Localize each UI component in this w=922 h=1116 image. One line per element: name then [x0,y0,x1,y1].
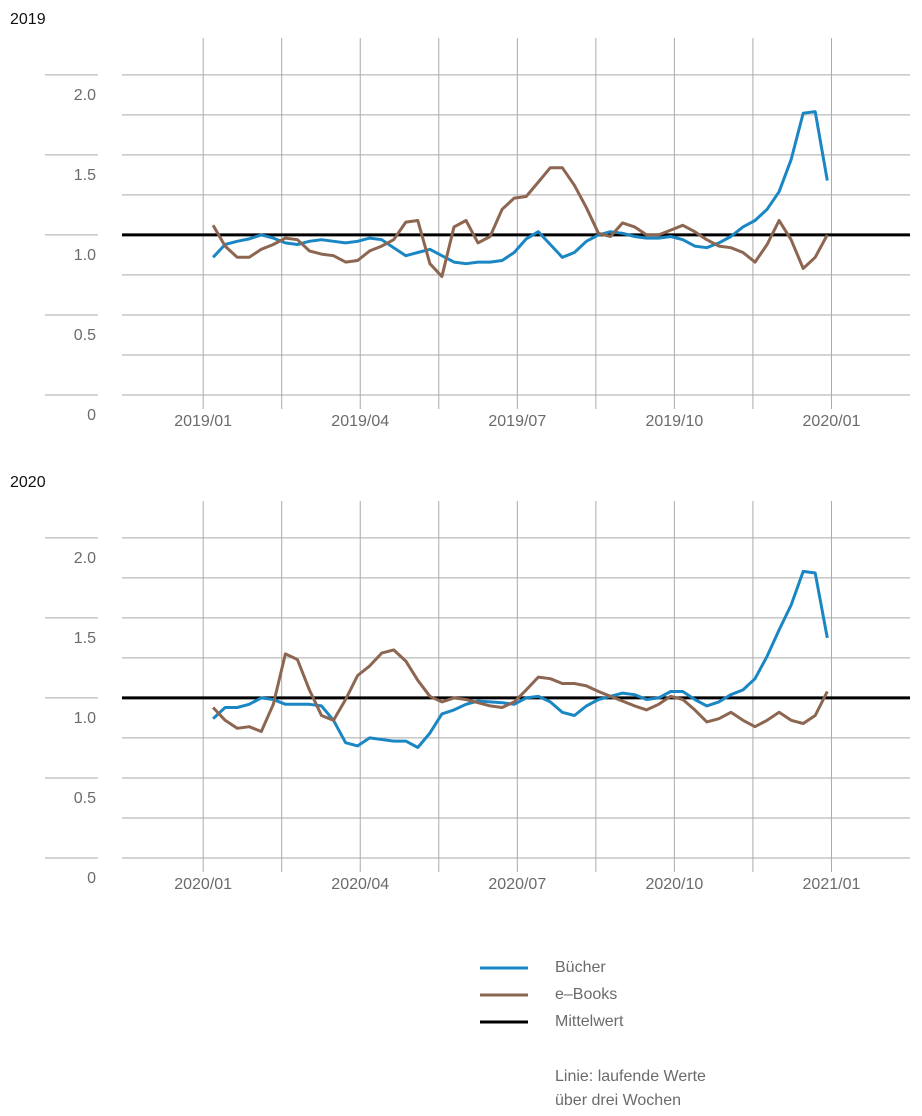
x-tick-label: 2019/01 [174,413,232,430]
series-line [211,166,829,278]
y-tick-label: 2.0 [74,87,96,104]
x-tick-label: 2020/01 [803,413,861,430]
note: Linie: laufende Werte [555,1068,706,1085]
y-tick-label: 2.0 [74,550,96,567]
panel-title: 2020 [10,474,46,491]
series-line [212,648,829,733]
x-tick-label: 2020/04 [331,876,389,893]
legend-label: e–Books [555,986,617,1003]
x-tick-label: 2021/01 [803,876,861,893]
y-tick-label: 1.5 [74,630,96,647]
y-tick-label: 0 [87,870,96,887]
y-tick-label: 1.0 [74,247,96,264]
x-tick-label: 2020/10 [645,876,703,893]
y-tick-label: 0 [87,407,96,424]
series-line [212,569,829,749]
y-tick-label: 0.5 [74,790,96,807]
legend-label: Mittelwert [555,1013,624,1030]
x-tick-label: 2019/10 [645,413,703,430]
y-tick-label: 1.0 [74,710,96,727]
series-line [212,110,829,266]
x-tick-label: 2019/07 [488,413,546,430]
panel-title: 2019 [10,11,46,28]
y-tick-label: 1.5 [74,167,96,184]
legend-label: Bücher [555,959,606,976]
y-tick-label: 0.5 [74,327,96,344]
note: über drei Wochen [555,1092,681,1109]
x-tick-label: 2020/07 [488,876,546,893]
x-tick-label: 2020/01 [174,876,232,893]
x-tick-label: 2019/04 [331,413,389,430]
